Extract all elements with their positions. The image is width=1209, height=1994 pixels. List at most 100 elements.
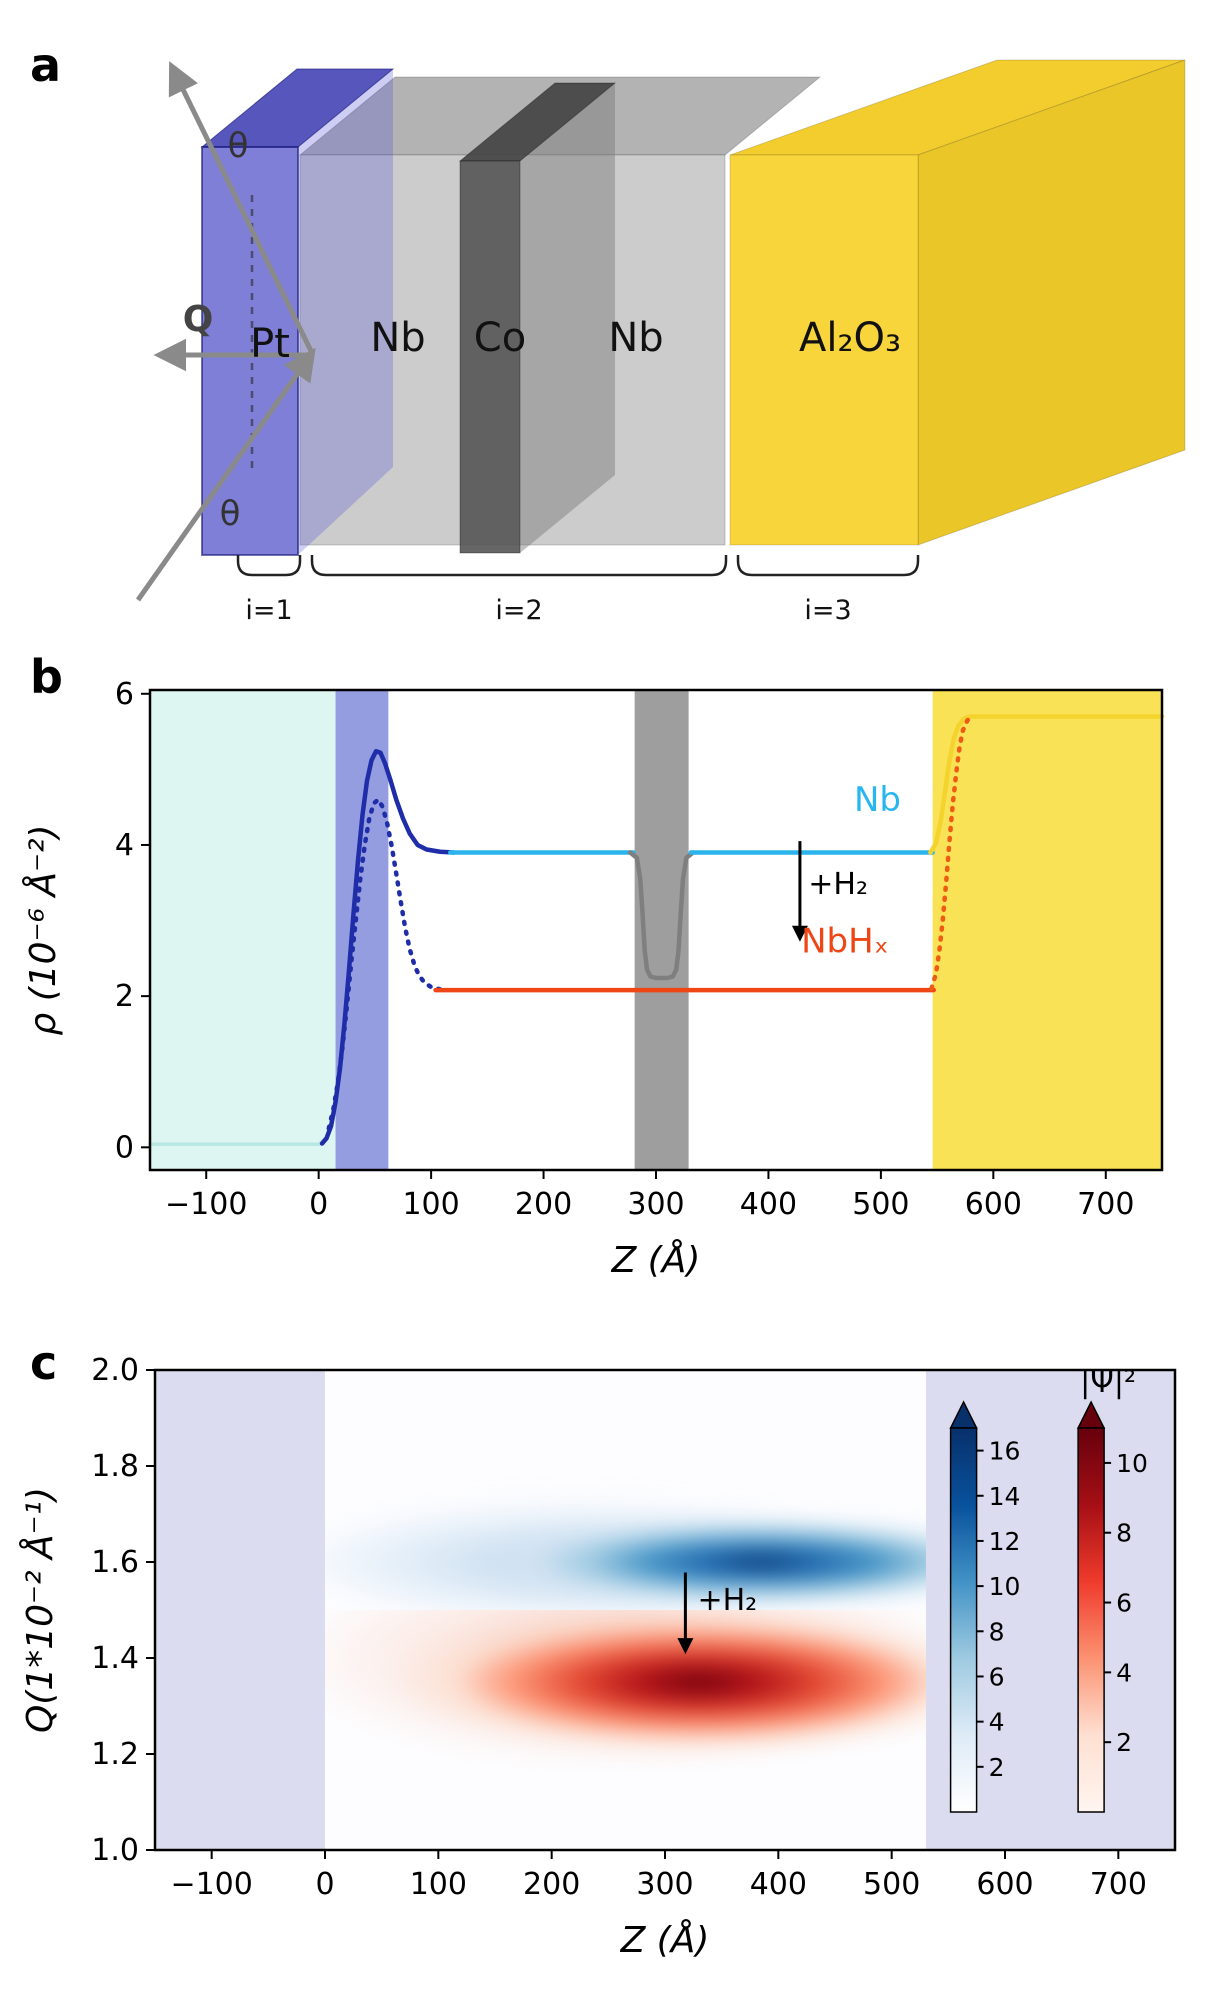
colorbar-tick-label: 12 xyxy=(989,1527,1021,1556)
heatmap-lower-half xyxy=(325,1610,926,1850)
x-tick-label: −100 xyxy=(170,1867,252,1902)
panel-a-schematic: θ θ Q Pt Nb Co Nb Al₂O₃ i=1 i=2 i=3 xyxy=(135,59,1186,626)
theta-out-label: θ xyxy=(228,126,249,166)
panel-label-c: c xyxy=(30,1336,58,1390)
colorbar-tick-label: 14 xyxy=(989,1482,1021,1511)
x-tick-label: 100 xyxy=(410,1867,467,1902)
bracket-label-i2: i=2 xyxy=(495,595,542,626)
series-Nb-substrate-rise xyxy=(928,714,1165,855)
y-tick-label: 2.0 xyxy=(91,1353,139,1388)
colorbar-tick-label: 8 xyxy=(989,1617,1005,1646)
co-slab-side-face xyxy=(520,83,615,553)
x-tick-label: 200 xyxy=(515,1187,572,1222)
y-tick-label: 4 xyxy=(115,828,134,863)
colorbar-tick-label: 2 xyxy=(1116,1728,1132,1757)
x-tick-label: 500 xyxy=(852,1187,909,1222)
pt-slab-front-face xyxy=(201,146,299,556)
bracket-i1 xyxy=(236,555,302,577)
y-axis-label: ρ (10⁻⁶ Å⁻²) xyxy=(21,824,64,1035)
x-tick-label: 600 xyxy=(976,1867,1033,1902)
heatmap-area xyxy=(155,1370,1175,1850)
y-tick-label: 2 xyxy=(115,979,134,1014)
bracket-label-i1: i=1 xyxy=(245,595,292,626)
sld-plot-svg: Nb +H₂ NbHₓ −100 0 100 200 300 400 500 600 700 0 2 4 6 Z… xyxy=(21,677,1165,1281)
y-tick-label: 1.6 xyxy=(91,1545,139,1580)
colorbar-tick-label: 2 xyxy=(989,1753,1005,1782)
colorbar-tick-label: 6 xyxy=(1116,1589,1132,1618)
bracket-i3 xyxy=(736,555,920,577)
q-label: Q xyxy=(183,299,214,340)
al2o3-front-face xyxy=(729,154,919,546)
panel-c-psi2-heatmap: 2 4 6 8 10 12 14 16 2 4 6 8 10 |Ψ|² +H₂ −100 0 100 200 300 4… xyxy=(0,1310,1209,1994)
annotation-Nb: Nb xyxy=(854,780,901,820)
x-tick-label: 100 xyxy=(402,1187,459,1222)
colorbar-cap-red xyxy=(1076,1400,1106,1429)
y-tick-label: 1.8 xyxy=(91,1449,139,1484)
colorbar-blue xyxy=(949,1427,978,1813)
bracket-i2 xyxy=(310,555,728,577)
layer-label-nb2: Nb xyxy=(608,315,663,361)
layer-label-pt: Pt xyxy=(250,321,290,367)
colorbar-tick-label: 16 xyxy=(989,1437,1021,1466)
x-tick-label: 200 xyxy=(523,1867,580,1902)
annotation-arrowhead xyxy=(677,1638,694,1655)
x-tick-label: 400 xyxy=(740,1187,797,1222)
annotation-+H₂: +H₂ xyxy=(808,867,868,902)
x-tick-label: 0 xyxy=(315,1867,334,1902)
y-tick-label: 1.2 xyxy=(91,1737,139,1772)
y-tick-label: 6 xyxy=(115,677,134,712)
layer-label-al2o3: Al₂O₃ xyxy=(799,315,901,361)
x-axis-label: Z (Å) xyxy=(620,1918,710,1961)
colorbar-tick-label: 10 xyxy=(989,1572,1021,1601)
x-tick-label: 600 xyxy=(965,1187,1022,1222)
bracket-label-i3: i=3 xyxy=(804,595,851,626)
x-tick-label: 300 xyxy=(627,1187,684,1222)
heatmap-upper-half xyxy=(325,1370,926,1610)
x-tick-label: 700 xyxy=(1077,1187,1134,1222)
annotation-NbHₓ: NbHₓ xyxy=(801,921,889,961)
incident-beam-arrow xyxy=(135,347,316,602)
x-axis-label: Z (Å) xyxy=(611,1238,701,1281)
annotation-arrowhead xyxy=(791,925,808,942)
colorbar-red xyxy=(1077,1427,1105,1813)
series-Co-dip xyxy=(627,850,696,981)
annotation-+H₂: +H₂ xyxy=(697,1583,757,1618)
colorbar-cap-blue xyxy=(949,1400,978,1429)
region-Pt xyxy=(335,690,389,1170)
plot-border xyxy=(148,688,1164,1172)
plot-border xyxy=(153,1368,1177,1852)
heatmap-field xyxy=(325,1370,926,1850)
panel-label-a: a xyxy=(30,38,62,92)
colorbar-tick-label: 10 xyxy=(1116,1449,1148,1478)
layer-label-nb1: Nb xyxy=(370,315,425,361)
y-axis-label: Q(1*10⁻² Å⁻¹) xyxy=(18,1487,61,1733)
x-tick-label: 0 xyxy=(309,1187,328,1222)
x-tick-label: −100 xyxy=(165,1187,247,1222)
x-tick-label: 500 xyxy=(863,1867,920,1902)
x-tick-label: 700 xyxy=(1090,1867,1147,1902)
colorbar-tick-label: 8 xyxy=(1116,1519,1132,1548)
x-tick-label: 400 xyxy=(750,1867,807,1902)
region-Al2O3 xyxy=(932,690,1162,1170)
theta-in-label: θ xyxy=(220,494,241,534)
region-ambient xyxy=(150,690,336,1170)
x-tick-label: 300 xyxy=(636,1867,693,1902)
heat-lobe-red-core xyxy=(393,1610,926,1754)
y-tick-label: 0 xyxy=(115,1130,134,1165)
heat-lobe-blue-core xyxy=(472,1514,926,1610)
colorbar-tick-label: 6 xyxy=(989,1662,1005,1691)
series-NbHx-rise-peak xyxy=(326,797,443,1131)
co-slab-front-face xyxy=(459,160,521,554)
panel-b-sld-plot: Nb +H₂ NbHₓ −100 0 100 200 300 400 500 600 700 0 2 4 6 Z… xyxy=(0,645,1209,1310)
y-tick-label: 1.4 xyxy=(91,1641,139,1676)
series-NbHx-substrate-rise xyxy=(929,714,976,991)
layer-label-co: Co xyxy=(474,315,526,361)
reflected-beam-arrow xyxy=(168,61,315,355)
y-tick-label: 1.0 xyxy=(91,1833,139,1868)
colorbar-tick-label: 4 xyxy=(1116,1658,1132,1687)
colorbar-tick-label: 4 xyxy=(989,1708,1005,1737)
panel-label-b: b xyxy=(30,650,63,704)
pt-slab-side-face xyxy=(298,69,393,555)
